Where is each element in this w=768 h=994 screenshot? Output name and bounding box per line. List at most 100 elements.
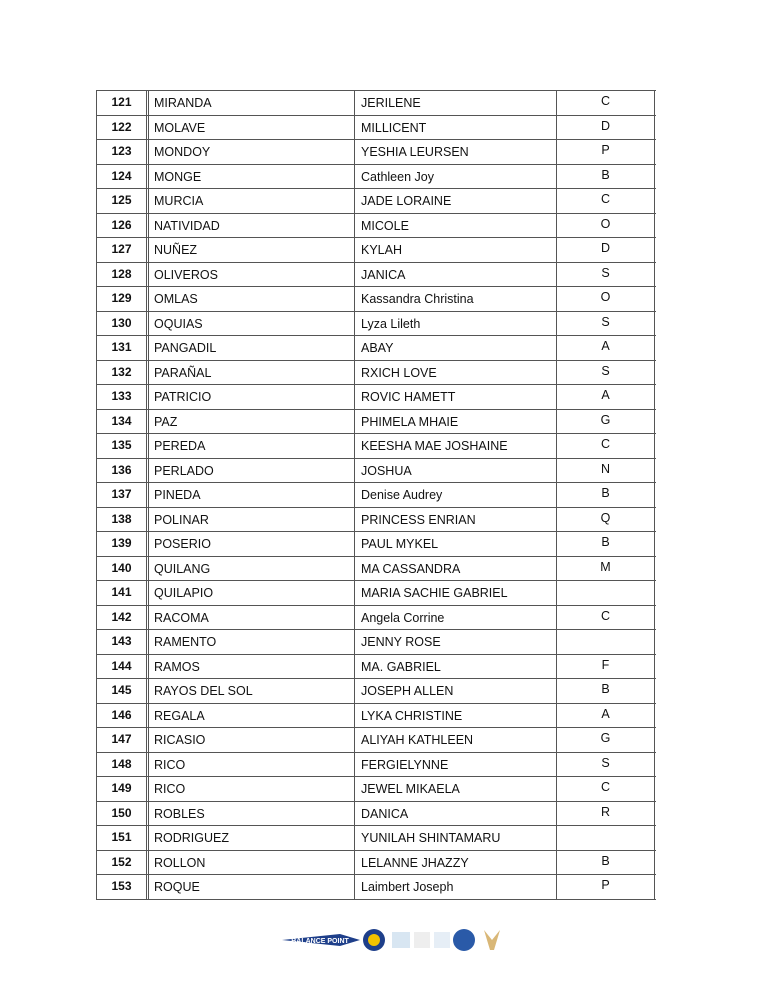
row-number: 130	[97, 311, 149, 335]
logo-shape	[484, 930, 500, 950]
surname: ROQUE	[149, 875, 355, 899]
surname: PERLADO	[149, 458, 355, 482]
first-name: JENNY ROSE	[355, 630, 557, 654]
row-number: 144	[97, 654, 149, 678]
row-number: 151	[97, 826, 149, 850]
row-number: 136	[97, 458, 149, 482]
row-number: 135	[97, 434, 149, 458]
code: C	[557, 189, 655, 213]
surname: NATIVIDAD	[149, 213, 355, 237]
surname: PATRICIO	[149, 385, 355, 409]
first-name: Lyza Lileth	[355, 311, 557, 335]
logo-caa	[453, 929, 475, 951]
row-number: 143	[97, 630, 149, 654]
code: P	[557, 140, 655, 164]
surname: MURCIA	[149, 189, 355, 213]
table-row: 145 RAYOS DEL SOL JOSEPH ALLEN B	[97, 679, 656, 704]
row-number: 147	[97, 728, 149, 752]
code: O	[557, 213, 655, 237]
surname: MONDOY	[149, 140, 355, 164]
first-name: MILLICENT	[355, 115, 557, 139]
table-row: 136 PERLADO JOSHUA N	[97, 458, 656, 483]
surname: RICASIO	[149, 728, 355, 752]
code: B	[557, 483, 655, 507]
row-number: 126	[97, 213, 149, 237]
first-name: MA. GABRIEL	[355, 654, 557, 678]
table-row: 153 ROQUE Laimbert Joseph P	[97, 875, 656, 900]
first-name: LYKA CHRISTINE	[355, 703, 557, 727]
table-row: 150 ROBLES DANICA R	[97, 801, 656, 826]
table-row: 148 RICO FERGIELYNNE S	[97, 752, 656, 777]
row-number: 137	[97, 483, 149, 507]
table-row: 146 REGALA LYKA CHRISTINE A	[97, 703, 656, 728]
table-row: 121 MIRANDA JERILENE C	[97, 91, 656, 116]
first-name: Denise Audrey	[355, 483, 557, 507]
code: C	[557, 434, 655, 458]
code: Q	[557, 507, 655, 531]
code: O	[557, 287, 655, 311]
first-name: PAUL MYKEL	[355, 532, 557, 556]
table-row: 147 RICASIO ALIYAH KATHLEEN G	[97, 728, 656, 753]
row-number: 122	[97, 115, 149, 139]
code: G	[557, 409, 655, 433]
first-name: YESHIA LEURSEN	[355, 140, 557, 164]
row-number: 128	[97, 262, 149, 286]
row-number: 121	[97, 91, 149, 115]
code: D	[557, 238, 655, 262]
surname: PANGADIL	[149, 336, 355, 360]
code	[557, 581, 655, 605]
surname: OQUIAS	[149, 311, 355, 335]
table-row: 152 ROLLON LELANNE JHAZZY B	[97, 850, 656, 875]
row-number: 139	[97, 532, 149, 556]
code: A	[557, 336, 655, 360]
code: N	[557, 458, 655, 482]
row-number: 127	[97, 238, 149, 262]
first-name: JADE LORAINE	[355, 189, 557, 213]
first-name: MARIA SACHIE GABRIEL	[355, 581, 557, 605]
table-row: 130 OQUIAS Lyza Lileth S	[97, 311, 656, 336]
code	[557, 826, 655, 850]
table-row: 128 OLIVEROS JANICA S	[97, 262, 656, 287]
surname: PARAÑAL	[149, 360, 355, 384]
logo-text: BALANCE POINT	[291, 938, 349, 945]
code: D	[557, 115, 655, 139]
first-name: YUNILAH SHINTAMARU	[355, 826, 557, 850]
table-row: 123 MONDOY YESHIA LEURSEN P	[97, 140, 656, 165]
code: P	[557, 875, 655, 899]
logo-seal-inner	[368, 934, 380, 946]
code: C	[557, 777, 655, 801]
code: S	[557, 752, 655, 776]
first-name: KYLAH	[355, 238, 557, 262]
row-number: 142	[97, 605, 149, 629]
first-name: RXICH LOVE	[355, 360, 557, 384]
surname: RICO	[149, 777, 355, 801]
code: A	[557, 385, 655, 409]
table-row: 127 NUÑEZ KYLAH D	[97, 238, 656, 263]
surname: QUILANG	[149, 556, 355, 580]
surname: MIRANDA	[149, 91, 355, 115]
code: S	[557, 262, 655, 286]
surname: PINEDA	[149, 483, 355, 507]
row-number: 149	[97, 777, 149, 801]
logo-shape	[282, 934, 360, 946]
surname: RACOMA	[149, 605, 355, 629]
first-name: JERILENE	[355, 91, 557, 115]
code: C	[557, 91, 655, 115]
row-number: 132	[97, 360, 149, 384]
surname: ROLLON	[149, 850, 355, 874]
first-name: MICOLE	[355, 213, 557, 237]
surname: RAMOS	[149, 654, 355, 678]
row-number: 134	[97, 409, 149, 433]
row-number: 129	[97, 287, 149, 311]
surname: ROBLES	[149, 801, 355, 825]
table-row: 143 RAMENTO JENNY ROSE	[97, 630, 656, 655]
surname: RICO	[149, 752, 355, 776]
code: B	[557, 164, 655, 188]
first-name: MA CASSANDRA	[355, 556, 557, 580]
row-number: 148	[97, 752, 149, 776]
first-name: KEESHA MAE JOSHAINE	[355, 434, 557, 458]
table-row: 142 RACOMA Angela Corrine C	[97, 605, 656, 630]
code: B	[557, 850, 655, 874]
surname: RAYOS DEL SOL	[149, 679, 355, 703]
